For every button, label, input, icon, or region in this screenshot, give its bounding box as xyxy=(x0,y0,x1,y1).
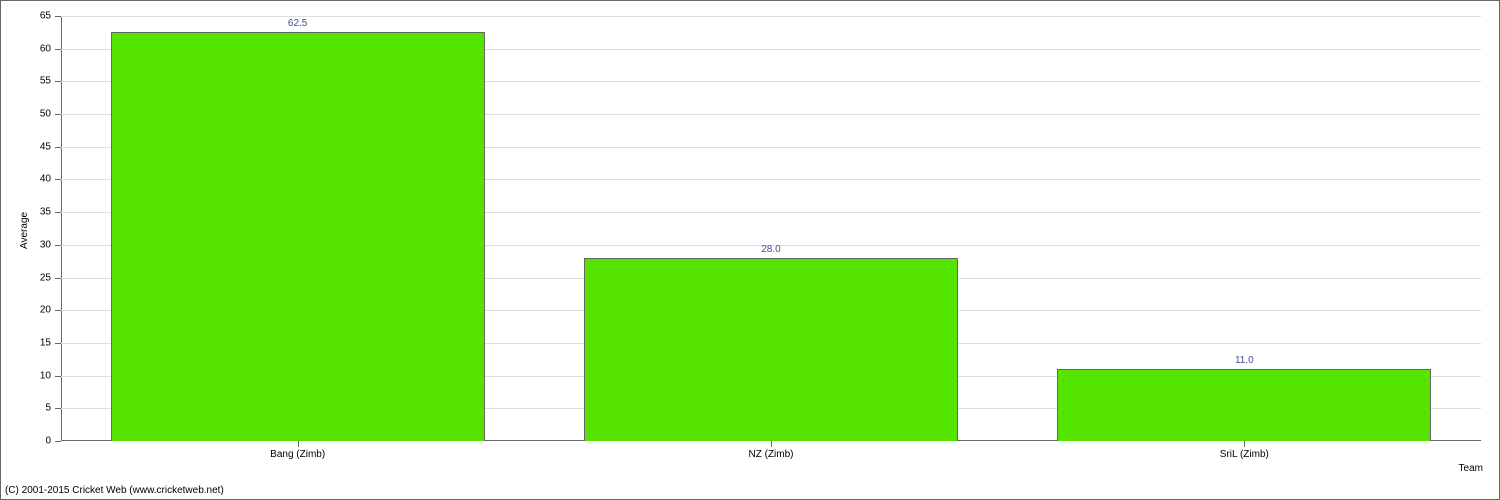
y-tick-label: 65 xyxy=(40,11,51,22)
bar-value-label: 62.5 xyxy=(288,18,307,29)
y-tick-label: 60 xyxy=(40,43,51,54)
bar: 11.0 xyxy=(1057,369,1431,441)
gridline xyxy=(61,16,1481,17)
plot-area: 05101520253035404550556065 62.528.011.0 … xyxy=(61,16,1481,441)
copyright-text: (C) 2001-2015 Cricket Web (www.cricketwe… xyxy=(5,485,224,496)
y-tick-label: 55 xyxy=(40,76,51,87)
y-tick xyxy=(55,16,61,17)
y-tick xyxy=(55,278,61,279)
y-tick xyxy=(55,245,61,246)
y-tick-label: 0 xyxy=(45,436,51,447)
y-tick-label: 45 xyxy=(40,141,51,152)
x-tick xyxy=(771,441,772,447)
y-tick xyxy=(55,441,61,442)
bar-value-label: 11.0 xyxy=(1235,355,1254,366)
y-tick xyxy=(55,179,61,180)
y-tick-label: 25 xyxy=(40,272,51,283)
y-tick-label: 50 xyxy=(40,109,51,120)
y-tick xyxy=(55,408,61,409)
y-tick xyxy=(55,343,61,344)
y-tick xyxy=(55,114,61,115)
chart-container: 05101520253035404550556065 62.528.011.0 … xyxy=(0,0,1500,500)
bar: 62.5 xyxy=(111,32,485,441)
y-tick xyxy=(55,310,61,311)
x-tick-label: Bang (Zimb) xyxy=(270,449,325,460)
x-tick xyxy=(1244,441,1245,447)
x-tick-label: NZ (Zimb) xyxy=(749,449,794,460)
y-tick-label: 40 xyxy=(40,174,51,185)
y-axis-line xyxy=(61,16,62,441)
y-tick-label: 35 xyxy=(40,207,51,218)
y-tick xyxy=(55,81,61,82)
y-tick xyxy=(55,212,61,213)
x-axis-title: Team xyxy=(1459,463,1483,474)
y-tick xyxy=(55,147,61,148)
y-tick xyxy=(55,376,61,377)
y-tick xyxy=(55,49,61,50)
x-tick xyxy=(298,441,299,447)
bar: 28.0 xyxy=(584,258,958,441)
bar-value-label: 28.0 xyxy=(761,244,780,255)
y-tick-label: 15 xyxy=(40,337,51,348)
y-tick-label: 30 xyxy=(40,239,51,250)
y-tick-label: 20 xyxy=(40,305,51,316)
x-tick-label: SriL (Zimb) xyxy=(1220,449,1269,460)
y-tick-label: 10 xyxy=(40,370,51,381)
y-axis-title: Average xyxy=(19,211,30,248)
y-tick-label: 5 xyxy=(45,403,51,414)
